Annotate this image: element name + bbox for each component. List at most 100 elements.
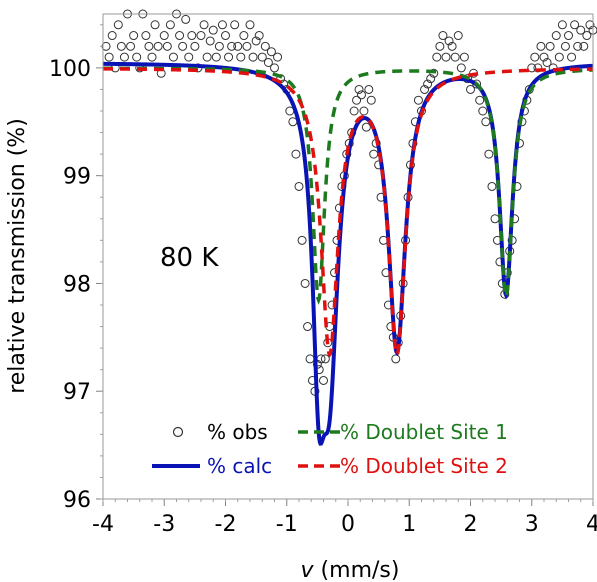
obs-point <box>545 41 555 51</box>
obs-point <box>113 20 123 30</box>
obs-point <box>551 31 561 41</box>
obs-point <box>294 181 304 191</box>
obs-point <box>254 31 264 41</box>
obs-point <box>420 84 430 94</box>
obs-point <box>303 322 313 332</box>
obs-point <box>450 52 460 62</box>
obs-point <box>300 278 310 288</box>
obs-point <box>481 117 491 127</box>
obs-point <box>539 52 549 62</box>
obs-point <box>573 41 583 51</box>
obs-point <box>162 41 172 51</box>
obs-point <box>567 52 577 62</box>
obs-point <box>211 52 221 62</box>
obs-point <box>542 58 552 67</box>
obs-point <box>233 41 243 51</box>
obs-point <box>352 95 362 105</box>
obs-point <box>257 52 267 62</box>
obs-point <box>251 36 261 46</box>
obs-point <box>484 149 494 159</box>
site2-line <box>103 67 594 358</box>
obs-point <box>305 354 315 364</box>
obs-point <box>141 31 151 41</box>
legend-obs-label: % obs <box>207 420 268 444</box>
y-axis-title: relative transmission (%) <box>5 118 30 394</box>
obs-point <box>217 20 227 30</box>
x-tick-label: -2 <box>215 512 237 537</box>
obs-point <box>266 47 276 57</box>
obs-point <box>165 20 175 30</box>
obs-point <box>159 31 169 41</box>
obs-point <box>175 31 185 41</box>
obs-point <box>487 181 497 191</box>
obs-point <box>533 63 543 73</box>
obs-point <box>242 41 252 51</box>
obs-point <box>423 79 433 89</box>
obs-point <box>364 84 374 94</box>
obs-point <box>227 41 237 51</box>
obs-point <box>245 20 255 30</box>
obs-point <box>297 235 307 245</box>
obs-point <box>475 95 485 105</box>
obs-point <box>438 31 448 41</box>
obs-point <box>356 90 366 100</box>
obs-point <box>263 58 273 67</box>
x-axis-title-symbol: v <box>301 558 315 582</box>
obs-point <box>579 41 589 51</box>
y-tick-label: 97 <box>63 380 91 405</box>
obs-point <box>150 20 160 30</box>
obs-point <box>361 122 371 132</box>
obs-point <box>178 41 188 51</box>
obs-point <box>196 31 206 41</box>
obs-point <box>288 117 298 127</box>
obs-point <box>202 52 212 62</box>
obs-point <box>116 41 126 51</box>
y-tick-label: 96 <box>63 488 91 513</box>
obs-point <box>239 31 249 41</box>
y-tick-label: 100 <box>49 57 91 82</box>
site1-line <box>103 66 594 305</box>
x-axis-ticks: -4 -3 -2 -1 0 1 2 3 4 <box>92 499 597 537</box>
obs-point <box>248 52 258 62</box>
obs-point <box>459 52 469 62</box>
obs-point <box>270 63 279 73</box>
obs-point <box>456 63 466 73</box>
obs-point <box>554 52 564 62</box>
obs-point <box>576 25 586 35</box>
obs-point <box>435 41 445 51</box>
x-tick-label: 4 <box>586 512 597 537</box>
obs-point <box>582 31 592 41</box>
obs-point <box>369 149 379 159</box>
obs-point <box>426 74 436 84</box>
obs-point <box>530 52 540 62</box>
obs-point <box>536 41 546 51</box>
obs-point <box>429 68 439 78</box>
obs-point <box>444 36 454 46</box>
obs-point <box>366 95 376 105</box>
legend-obs-marker <box>172 426 184 438</box>
obs-point <box>230 20 240 30</box>
legend: % obs % Doublet Site 1 % calc % Doublet Sit… <box>152 420 508 478</box>
fit-curves <box>102 61 594 446</box>
obs-point <box>441 52 451 62</box>
obs-point <box>104 52 114 62</box>
obs-point <box>184 52 194 62</box>
obs-point <box>126 41 136 51</box>
obs-point <box>147 52 157 62</box>
obs-point <box>447 41 457 51</box>
obs-point <box>319 375 328 385</box>
x-tick-label: -3 <box>153 512 175 537</box>
obs-point <box>260 41 270 51</box>
y-axis-ticks: 96 97 98 99 100 <box>49 24 103 513</box>
obs-point <box>199 20 209 30</box>
obs-point <box>478 106 488 116</box>
y-tick-label: 98 <box>63 272 91 297</box>
obs-point <box>432 52 442 62</box>
obs-point <box>453 31 463 41</box>
x-tick-label: 1 <box>402 512 416 537</box>
x-tick-label: -4 <box>92 512 114 537</box>
obs-point <box>564 31 573 41</box>
obs-point <box>214 41 224 51</box>
obs-point <box>585 20 595 30</box>
